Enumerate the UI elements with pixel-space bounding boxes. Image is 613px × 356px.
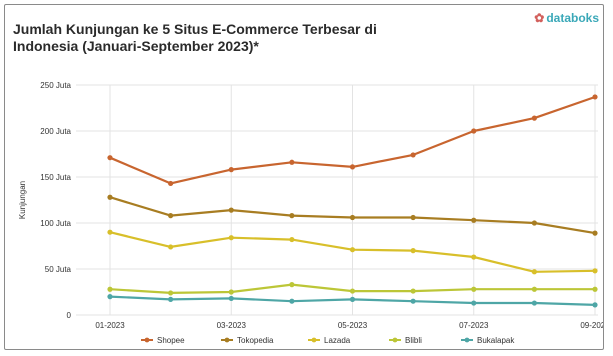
data-point-blibli: [471, 286, 477, 292]
data-point-lazada: [289, 236, 295, 243]
line-chart: 0 50 Juta 100 Juta 150 Juta 200 Juta 250 Juta…: [18, 81, 604, 345]
data-point-blibli: [410, 288, 416, 294]
data-point-bukalapak: [410, 298, 416, 304]
data-point-lazada: [592, 268, 598, 274]
data-point-blibli: [228, 289, 234, 295]
legend-label-tokopedia: Tokopedia: [237, 336, 274, 345]
x-tick-label: 03-2023: [217, 321, 247, 330]
legend-label-bukalapak: Bukalapak: [477, 336, 515, 345]
legend-label-shopee: Shopee: [157, 336, 185, 345]
chart-card: Jumlah Kunjungan ke 5 Situs E-Commerce T…: [4, 4, 604, 350]
data-point-shopee: [107, 155, 113, 161]
data-point-bukalapak: [289, 298, 295, 304]
y-tick-label: 150 Juta: [40, 173, 71, 182]
data-point-lazada: [168, 244, 174, 250]
brand-name: databoks: [546, 11, 599, 25]
data-point-tokopedia: [349, 214, 356, 221]
data-point-tokopedia: [471, 217, 477, 223]
data-point-shopee: [410, 152, 416, 158]
databoks-logo-icon: ✿: [534, 11, 545, 25]
data-point-blibli: [289, 282, 295, 288]
data-point-blibli: [107, 286, 113, 292]
data-point-shopee: [349, 164, 356, 170]
data-point-blibli: [349, 288, 356, 294]
data-point-tokopedia: [410, 214, 416, 221]
data-point-lazada: [107, 229, 113, 235]
data-point-lazada: [471, 254, 477, 260]
legend-marker-blibli: [392, 337, 398, 343]
data-point-bukalapak: [228, 295, 234, 302]
data-point-bukalapak: [592, 302, 598, 308]
data-point-lazada: [349, 247, 356, 253]
legend-marker-tokopedia: [224, 337, 230, 343]
data-point-bukalapak: [107, 294, 113, 300]
legend-marker-bukalapak: [464, 337, 470, 343]
data-point-bukalapak: [531, 300, 537, 306]
legend-marker-lazada: [311, 337, 317, 343]
data-point-tokopedia: [531, 220, 537, 226]
data-point-shopee: [289, 159, 295, 165]
data-point-shopee: [471, 128, 477, 134]
data-point-shopee: [228, 167, 234, 173]
data-point-bukalapak: [471, 300, 477, 306]
y-tick-label: 250 Juta: [40, 81, 71, 90]
y-tick-label: 0: [67, 311, 72, 320]
data-point-tokopedia: [289, 213, 295, 219]
data-point-bukalapak: [349, 296, 356, 302]
data-point-bukalapak: [168, 296, 174, 302]
legend-label-blibli: Blibli: [405, 336, 422, 345]
x-tick-label: 09-2023: [580, 321, 604, 330]
data-point-shopee: [168, 180, 174, 187]
data-point-blibli: [592, 286, 598, 292]
y-tick-label: 100 Juta: [40, 219, 71, 228]
data-point-lazada: [531, 269, 537, 275]
data-point-shopee: [592, 94, 598, 100]
data-point-lazada: [228, 235, 234, 241]
brand-logo: ✿ databoks: [534, 11, 599, 25]
data-point-tokopedia: [592, 230, 598, 236]
legend-marker-shopee: [144, 337, 150, 343]
legend-label-lazada: Lazada: [324, 336, 351, 345]
data-point-blibli: [531, 286, 537, 292]
chart-title: Jumlah Kunjungan ke 5 Situs E-Commerce T…: [13, 21, 377, 54]
data-point-tokopedia: [107, 194, 113, 200]
data-point-tokopedia: [168, 213, 174, 219]
data-point-blibli: [168, 290, 174, 296]
x-tick-label: 05-2023: [338, 321, 368, 330]
y-axis-title: Kunjungan: [18, 181, 27, 219]
y-tick-label: 200 Juta: [40, 127, 71, 136]
x-tick-label: 01-2023: [95, 321, 125, 330]
data-point-tokopedia: [228, 207, 234, 213]
y-tick-label: 50 Juta: [45, 265, 72, 274]
x-tick-label: 07-2023: [459, 321, 489, 330]
data-point-lazada: [410, 248, 416, 254]
data-point-shopee: [531, 115, 537, 121]
